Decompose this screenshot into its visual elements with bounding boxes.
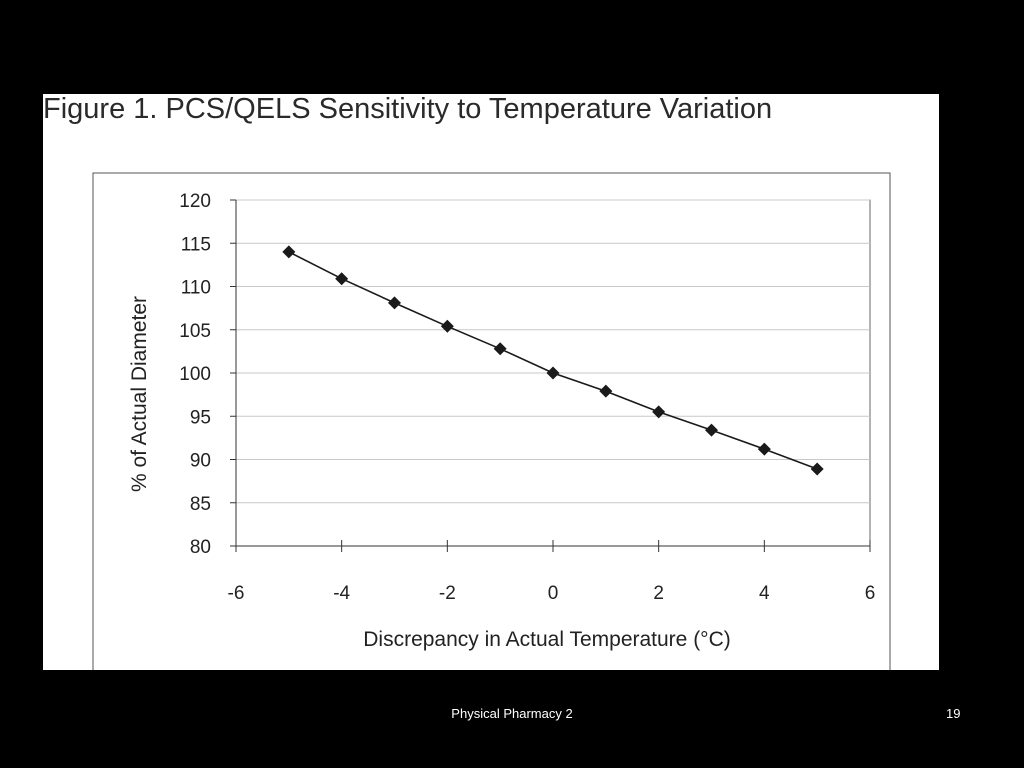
data-point-marker — [757, 442, 771, 456]
data-point-marker — [493, 342, 507, 356]
y-tick-label: 95 — [190, 407, 211, 428]
y-axis-title: % of Actual Diameter — [128, 296, 151, 492]
series-line — [288, 251, 818, 470]
x-tick-label: -6 — [228, 583, 245, 604]
data-point-marker — [335, 272, 349, 286]
data-point-marker — [440, 319, 454, 333]
grid-lines — [236, 199, 870, 504]
data-point-marker — [810, 462, 824, 476]
data-point-marker — [546, 366, 560, 380]
x-tick-label: 4 — [759, 583, 770, 604]
x-tick-label: -2 — [439, 583, 456, 604]
y-tick-label: 85 — [190, 494, 211, 515]
chart-frame — [92, 172, 891, 670]
data-point-marker — [388, 296, 401, 310]
axes — [230, 199, 871, 552]
data-point-marker — [705, 423, 718, 437]
line-chart: 80 85 90 95 100 105 110 115 120 -6 -4 -2 0 2 4 6 Discre… — [92, 172, 891, 670]
y-tick-label: 100 — [179, 364, 211, 385]
y-tick-label: 90 — [190, 451, 211, 472]
slide-number: 19 — [946, 706, 961, 721]
slide-footer: Physical Pharmacy 2 — [451, 706, 573, 721]
tick-labels: 80 85 90 95 100 105 110 115 120 -6 -4 -2 0 2 4 6 — [179, 191, 875, 604]
x-axis-title: Discrepancy in Actual Temperature (°C) — [363, 628, 731, 651]
y-tick-label: 105 — [179, 321, 211, 342]
x-tick-label: -4 — [333, 583, 350, 604]
chart-title: Figure 1. PCS/QELS Sensitivity to Temper… — [43, 94, 773, 125]
data-point-marker — [599, 384, 613, 398]
data-point-marker — [282, 245, 296, 259]
figure-panel: 80 85 90 95 100 105 110 115 120 -6 -4 -2 0 2 4 6 Discre… — [43, 94, 939, 670]
y-tick-label: 80 — [190, 537, 211, 558]
y-tick-label: 110 — [181, 278, 211, 299]
y-tick-label: 115 — [181, 234, 211, 255]
data-series — [282, 245, 824, 476]
x-tick-label: 6 — [865, 583, 876, 604]
x-tick-label: 2 — [653, 583, 664, 604]
data-point-marker — [652, 405, 666, 419]
y-tick-label: 120 — [179, 191, 211, 212]
x-tick-label: 0 — [548, 583, 559, 604]
